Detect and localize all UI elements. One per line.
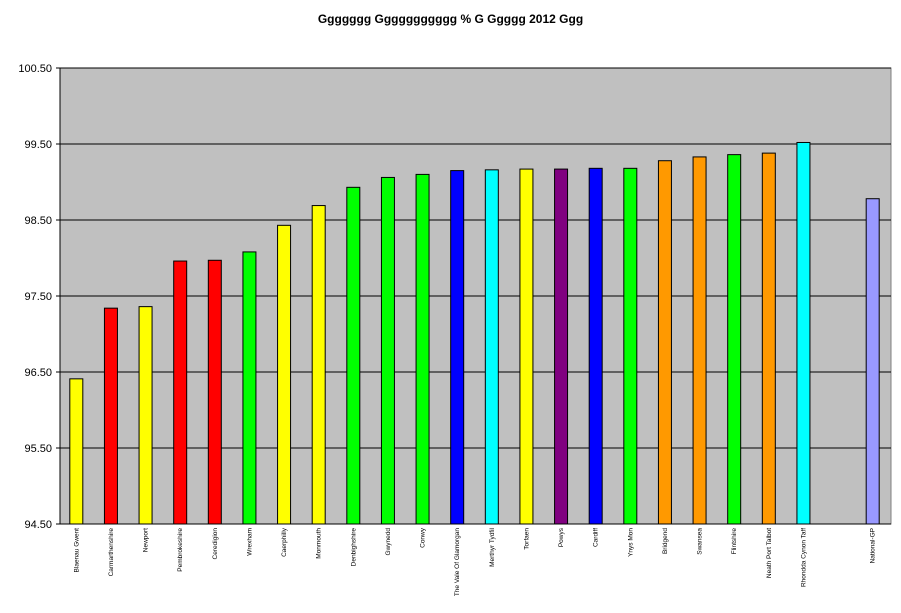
- bar: [657, 160, 672, 525]
- y-tick-label: 99.50: [24, 139, 52, 151]
- y-tick-label: 97.50: [24, 291, 52, 303]
- bar: [103, 307, 118, 525]
- y-tick-label: 96.50: [24, 367, 52, 379]
- x-tick-label: Carmarthenshire: [108, 528, 115, 577]
- x-tick-label: Conwy: [420, 527, 427, 548]
- bar: [311, 205, 326, 525]
- x-tick-label: Ceredigion: [212, 528, 219, 560]
- x-tick-label: Newport: [143, 528, 150, 552]
- y-tick-label: 94.50: [24, 519, 52, 531]
- bar: [484, 169, 499, 525]
- y-tick-label: 95.50: [24, 443, 52, 455]
- bar: [242, 251, 257, 525]
- x-tick-label: Rhondda Cynon Taff: [800, 528, 807, 587]
- bar: [380, 176, 395, 525]
- bar: [138, 306, 153, 525]
- bar: [588, 167, 603, 525]
- x-tick-label: Pembrokeshire: [177, 528, 184, 572]
- x-tick-label: Merthyr Tydfil: [489, 527, 496, 566]
- x-tick-label: Cardiff: [593, 528, 600, 547]
- x-tick-label: Bridgend: [662, 528, 669, 554]
- x-tick-label: Gwynedd: [385, 528, 392, 556]
- x-tick-label: Ynys Mon: [627, 528, 634, 557]
- bar: [450, 170, 465, 525]
- x-tick-label: Blaenau Gwent: [73, 528, 80, 573]
- x-tick-label: Flintshire: [731, 528, 738, 555]
- bar: [796, 141, 811, 525]
- y-tick-label: 100.50: [18, 63, 52, 75]
- x-tick-label: Neath Port Talbot: [766, 528, 773, 578]
- bar: [69, 378, 84, 525]
- bar: [207, 259, 222, 525]
- bar: [519, 168, 534, 525]
- bar: [415, 173, 430, 525]
- x-tick-label: The Vale Of Glamorgan: [454, 528, 461, 597]
- bar: [623, 167, 638, 525]
- chart-title: Ggggggg Ggggggggggg % G Ggggg 2012 Ggg: [317, 12, 584, 26]
- x-tick-label: Monmouth: [316, 528, 323, 559]
- x-tick-label: Denbighshire: [350, 528, 357, 567]
- bar: [692, 156, 707, 525]
- x-tick-label: Swansea: [697, 528, 704, 555]
- bar: [554, 168, 569, 525]
- x-tick-label: Caerphilly: [281, 527, 288, 557]
- bar: [173, 260, 188, 525]
- x-tick-label: Powys: [558, 527, 565, 547]
- bar: [727, 154, 742, 525]
- x-tick-label: Wrexham: [246, 528, 253, 556]
- x-tick-label: National-GP: [870, 528, 877, 563]
- bar: [277, 224, 292, 525]
- bar: [346, 186, 361, 525]
- y-tick-label: 98.50: [24, 215, 52, 227]
- bar: [865, 198, 880, 525]
- x-tick-label: Torfaen: [523, 528, 530, 550]
- bar: [761, 152, 776, 525]
